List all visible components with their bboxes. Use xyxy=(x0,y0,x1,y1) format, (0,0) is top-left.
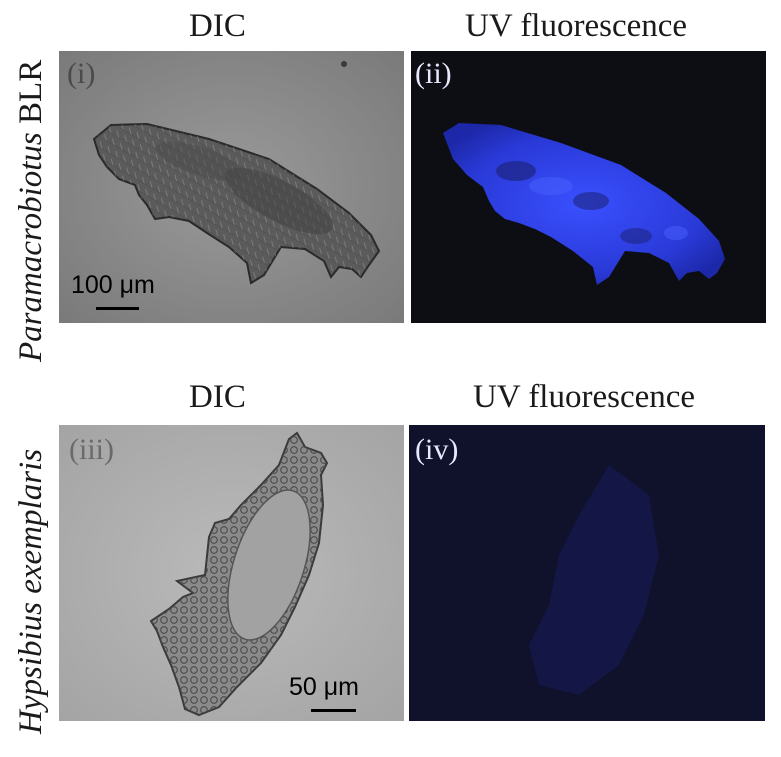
faint-fluorescence xyxy=(529,465,659,695)
panel-i-dic-image: (i) 100 μm xyxy=(59,51,404,323)
panel-iii-dic-image: (iii) 50 μm xyxy=(59,425,404,721)
column-title-dic-top: DIC xyxy=(189,8,246,44)
species-name: Hypsibius exemplaris xyxy=(13,448,49,734)
gut-region xyxy=(227,489,311,641)
tardigrade-uv-fluorescence-image xyxy=(443,123,725,285)
column-title-uv-bottom: UV fluorescence xyxy=(473,379,696,415)
tardigrade-dic-image xyxy=(59,51,404,323)
panel-ii-uv-image: (ii) xyxy=(411,51,766,323)
scale-bar-label-100um: 100 μm xyxy=(71,271,155,299)
panel-label-iii: (iii) xyxy=(69,433,114,466)
scale-bar-100um xyxy=(96,307,139,310)
strain-name: BLR xyxy=(13,59,49,124)
panel-iv-uv-image: (iv) xyxy=(409,425,765,721)
scale-bar-label-50um: 50 μm xyxy=(289,673,359,701)
panel-label-i: (i) xyxy=(67,57,96,90)
tardigrade-uv-fluorescence-image xyxy=(529,465,659,695)
species-name: Paramacrobiotus xyxy=(13,132,49,362)
scale-bar-50um xyxy=(311,709,356,712)
row-label-hypsibius: Hypsibius exemplaris xyxy=(13,448,49,734)
panel-label-iv: (iv) xyxy=(415,433,459,466)
row-label-paramacrobiotus: Paramacrobiotus BLR xyxy=(13,59,49,362)
column-title-dic-bottom: DIC xyxy=(189,379,246,415)
panel-label-ii: (ii) xyxy=(415,57,452,90)
column-title-uv-top: UV fluorescence xyxy=(465,8,688,44)
tardigrade-dic-image xyxy=(59,425,404,721)
